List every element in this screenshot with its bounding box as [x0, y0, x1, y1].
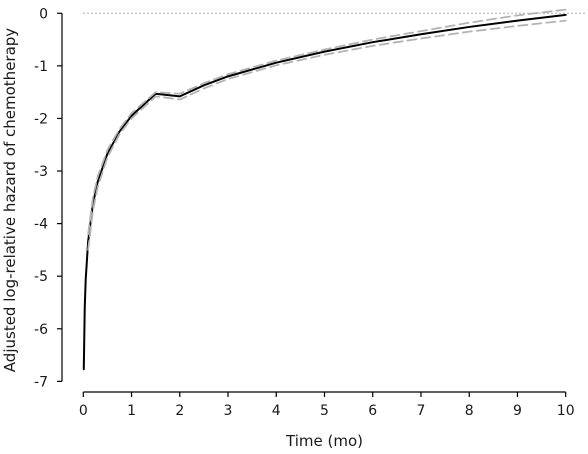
- y-tick-label: -1: [34, 59, 48, 75]
- estimate-line: [82, 13, 567, 371]
- x-axis-title: Time (mo): [285, 432, 363, 450]
- x-tick-label: 5: [320, 403, 329, 419]
- x-tick-label: 10: [557, 403, 575, 419]
- x-tick-label: 9: [513, 403, 522, 419]
- y-axis-title: Adjusted log-relative hazard of chemothe…: [1, 28, 19, 372]
- x-tick-label: 2: [175, 403, 184, 419]
- x-tick-label: 7: [417, 403, 426, 419]
- x-tick-label: 0: [79, 403, 88, 419]
- x-tick-label: 8: [465, 403, 474, 419]
- y-tick-label: -7: [34, 374, 48, 390]
- y-tick-label: -6: [34, 322, 48, 338]
- x-tick-label: 1: [127, 403, 136, 419]
- y-tick-label: -5: [34, 269, 48, 285]
- y-tick-label: -3: [34, 164, 48, 180]
- y-ticks: 0 -1 -2 -3 -4 -5 -6 -7: [34, 6, 62, 390]
- x-tick-label: 3: [224, 403, 233, 419]
- x-ticks: 0 1 2 3 4 5 6 7 8 9 10: [79, 392, 575, 419]
- y-tick-label: -4: [34, 217, 48, 233]
- x-tick-label: 6: [368, 403, 377, 419]
- confidence-bound-line: [87, 19, 567, 251]
- x-tick-label: 4: [272, 403, 281, 419]
- y-tick-label: -2: [34, 111, 48, 127]
- series-layer: [82, 8, 567, 371]
- confidence-bound-line: [87, 8, 567, 236]
- y-tick-label: 0: [39, 6, 48, 22]
- plot-area: 0 -1 -2 -3 -4 -5 -6 -7 0 1 2 3 4 5 6 7 8 9 10: [34, 6, 585, 419]
